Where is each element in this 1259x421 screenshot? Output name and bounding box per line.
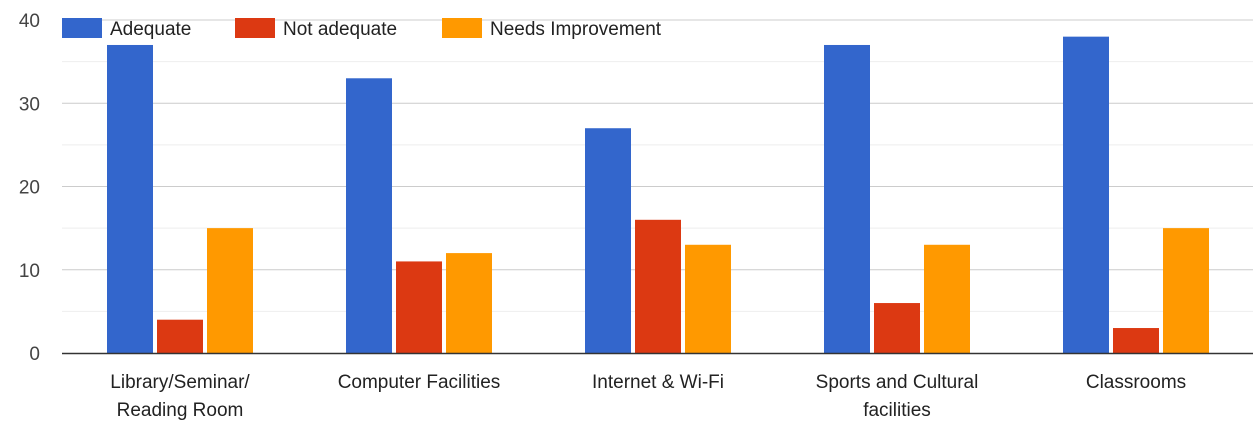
y-tick-label: 30: [19, 94, 40, 115]
legend-label: Needs Improvement: [490, 19, 662, 40]
y-tick-label: 10: [19, 261, 40, 282]
x-category-label: Sports and Cultural facilities: [816, 372, 979, 421]
bar-adequate: [585, 128, 631, 353]
bar-needs-improvement: [207, 228, 253, 353]
bar-needs-improvement: [446, 253, 492, 353]
bar-adequate: [346, 78, 392, 354]
bar-not-adequate: [396, 261, 442, 353]
bar-not-adequate: [1113, 328, 1159, 353]
x-axis-category-labels: Library/Seminar/Reading Room Computer Fac…: [110, 372, 1186, 421]
bars: [107, 36, 1209, 354]
x-category-label: Classrooms: [1086, 372, 1186, 393]
bar-adequate: [824, 44, 870, 353]
legend-label: Not adequate: [283, 19, 397, 40]
legend: Adequate Not adequate Needs Improvement: [62, 18, 662, 40]
legend-item-not-adequate[interactable]: Not adequate: [235, 18, 397, 40]
y-tick-label: 40: [19, 11, 40, 32]
bar-adequate: [1063, 36, 1109, 354]
bar-needs-improvement: [685, 244, 731, 353]
bar-needs-improvement: [1163, 228, 1209, 353]
legend-swatch: [62, 18, 102, 38]
bar-not-adequate: [635, 219, 681, 353]
x-category-label: Library/Seminar/Reading Room: [110, 372, 250, 421]
y-tick-label: 20: [19, 178, 40, 199]
bar-not-adequate: [874, 303, 920, 353]
legend-swatch: [442, 18, 482, 38]
x-category-label: Computer Facilities: [338, 372, 501, 393]
legend-item-adequate[interactable]: Adequate: [62, 18, 191, 40]
legend-swatch: [235, 18, 275, 38]
bar-not-adequate: [157, 319, 203, 353]
bar-needs-improvement: [924, 244, 970, 353]
legend-label: Adequate: [110, 19, 191, 40]
y-axis-ticks: 0 10 20 30 40: [19, 11, 40, 365]
bar-adequate: [107, 44, 153, 353]
legend-item-needs-improvement[interactable]: Needs Improvement: [442, 18, 662, 40]
y-tick-label: 0: [29, 344, 40, 365]
x-category-label: Internet & Wi-Fi: [592, 372, 724, 393]
